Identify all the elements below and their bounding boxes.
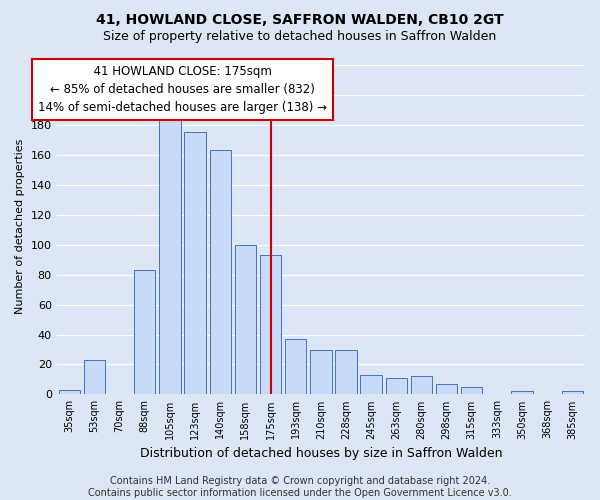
Bar	[134, 270, 155, 394]
Bar	[184, 132, 206, 394]
Bar	[562, 392, 583, 394]
Y-axis label: Number of detached properties: Number of detached properties	[15, 138, 25, 314]
Text: 41, HOWLAND CLOSE, SAFFRON WALDEN, CB10 2GT: 41, HOWLAND CLOSE, SAFFRON WALDEN, CB10 …	[96, 12, 504, 26]
Bar	[461, 387, 482, 394]
Bar	[411, 376, 432, 394]
Bar	[335, 350, 356, 395]
Bar	[235, 244, 256, 394]
Bar	[84, 360, 105, 394]
Bar	[159, 118, 181, 394]
Bar	[361, 375, 382, 394]
Bar	[386, 378, 407, 394]
Bar	[285, 339, 307, 394]
Text: Size of property relative to detached houses in Saffron Walden: Size of property relative to detached ho…	[103, 30, 497, 43]
Bar	[436, 384, 457, 394]
Bar	[59, 390, 80, 394]
Bar	[209, 150, 231, 394]
Bar	[310, 350, 332, 395]
Text: Contains HM Land Registry data © Crown copyright and database right 2024.
Contai: Contains HM Land Registry data © Crown c…	[88, 476, 512, 498]
X-axis label: Distribution of detached houses by size in Saffron Walden: Distribution of detached houses by size …	[140, 447, 502, 460]
Bar	[511, 392, 533, 394]
Bar	[260, 255, 281, 394]
Text: 41 HOWLAND CLOSE: 175sqm  
← 85% of detached houses are smaller (832)
14% of sem: 41 HOWLAND CLOSE: 175sqm ← 85% of detach…	[38, 65, 327, 114]
